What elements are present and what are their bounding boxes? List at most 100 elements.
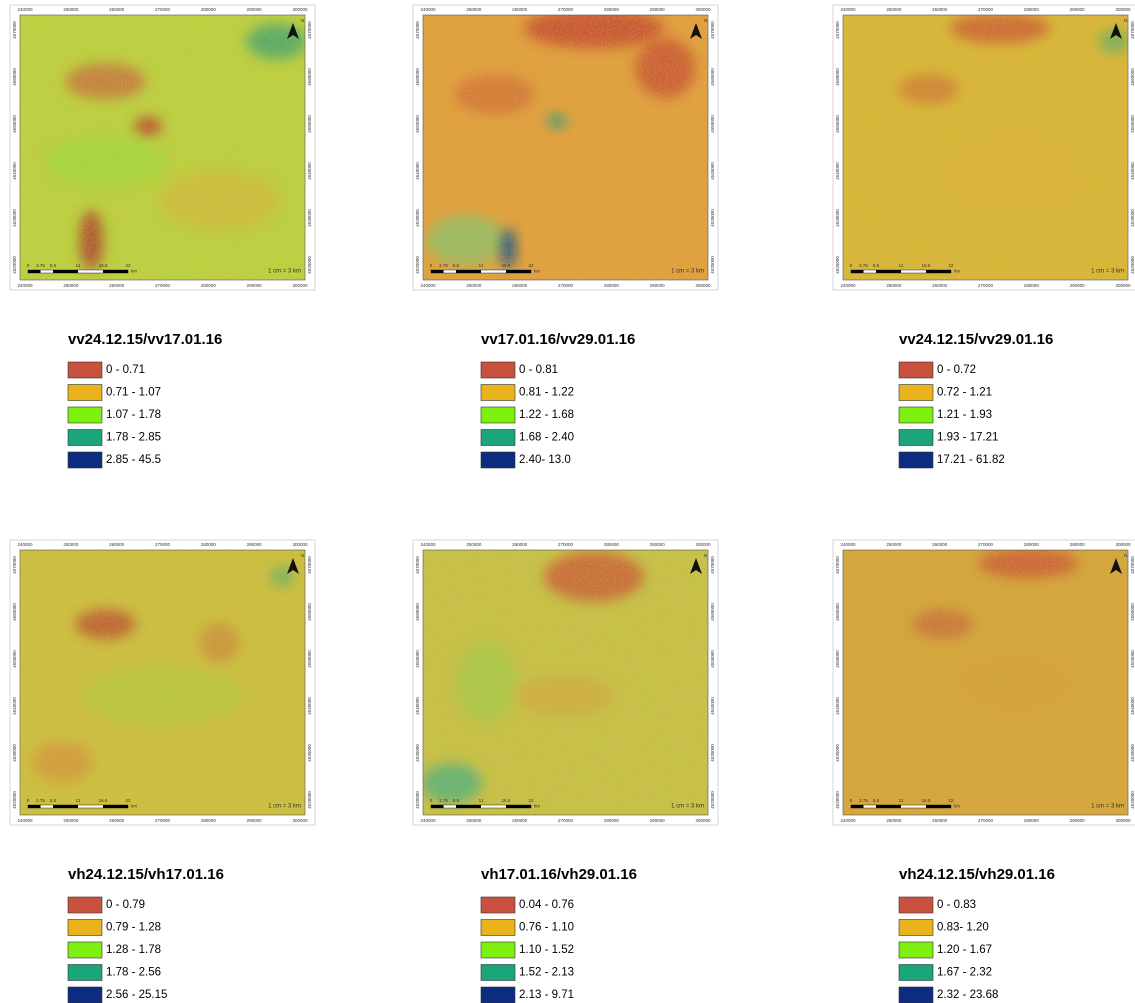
y-coord-label: 4520000 <box>1130 256 1135 274</box>
scale-text: 1 cm = 3 km <box>268 804 301 810</box>
y-coord-label: 4560000 <box>710 68 715 86</box>
scale-label: 2.75 <box>439 263 448 268</box>
scale-unit: km <box>534 269 540 274</box>
x-coord-label: 280000 <box>201 542 217 547</box>
legend-label: 1.20 - 1.67 <box>937 944 992 956</box>
y-coord-label: 4560000 <box>835 603 840 621</box>
y-coord-label: 4540000 <box>415 697 420 715</box>
x-coord-label: 290000 <box>650 283 666 288</box>
x-coord-label: 290000 <box>1070 283 1086 288</box>
scale-label: 5.5 <box>453 798 460 803</box>
x-coord-label: 260000 <box>932 7 948 12</box>
y-coord-label: 4540000 <box>1130 162 1135 180</box>
legend-label: 1.78 - 2.56 <box>106 967 161 979</box>
map-border <box>842 14 1129 281</box>
y-coord-label: 4570000 <box>835 21 840 39</box>
scale-label: 22 <box>948 798 954 803</box>
x-coord-label: 240000 <box>420 283 436 288</box>
legend-label: 1.78 - 2.85 <box>106 432 161 444</box>
scale-label: 0 <box>27 798 30 803</box>
x-coord-label: 260000 <box>512 7 528 12</box>
legend-label: 0.04 - 0.76 <box>519 899 574 911</box>
legend-swatch <box>898 896 934 914</box>
x-coord-label: 280000 <box>1024 7 1040 12</box>
scale-label: 0 <box>430 263 433 268</box>
legend-swatch <box>67 384 103 401</box>
legend-label: 1.10 - 1.52 <box>519 944 574 956</box>
y-coord-label: 4520000 <box>835 791 840 809</box>
y-coord-label: 4520000 <box>835 256 840 274</box>
y-coord-label: 4530000 <box>835 209 840 227</box>
scale-label: 11 <box>76 263 81 268</box>
y-coord-label: 4570000 <box>12 21 17 39</box>
scale-bar-seg <box>876 270 901 273</box>
x-coord-label: 300000 <box>695 542 711 547</box>
scale-bar-seg <box>28 805 41 808</box>
scale-label: 5.5 <box>453 263 460 268</box>
y-coord-label: 4550000 <box>307 115 312 133</box>
scale-label: 22 <box>528 263 534 268</box>
legend-title: vv24.12.15/vv17.01.16 <box>68 331 222 348</box>
scale-label: 22 <box>948 263 954 268</box>
y-coord-label: 4540000 <box>710 162 715 180</box>
x-coord-label: 270000 <box>155 818 171 823</box>
legend-swatch <box>480 919 516 936</box>
x-coord-label: 250000 <box>466 542 482 547</box>
map-border <box>842 549 1129 816</box>
x-coord-label: 260000 <box>512 542 528 547</box>
scale-unit: km <box>954 269 960 274</box>
y-coord-label: 4540000 <box>12 697 17 715</box>
x-coord-label: 300000 <box>292 542 308 547</box>
scale-bar-seg <box>431 805 444 808</box>
x-coord-label: 240000 <box>17 818 33 823</box>
x-coord-label: 260000 <box>932 542 948 547</box>
x-coord-label: 240000 <box>840 283 856 288</box>
y-coord-label: 4530000 <box>415 744 420 762</box>
scale-text: 1 cm = 3 km <box>1091 804 1124 810</box>
x-coord-label: 290000 <box>650 7 666 12</box>
x-coord-label: 300000 <box>1115 7 1131 12</box>
legend-label: 1.67 - 2.32 <box>937 967 992 979</box>
legend-label: 0.79 - 1.28 <box>106 922 161 934</box>
y-coord-label: 4520000 <box>710 791 715 809</box>
x-coord-label: 270000 <box>558 283 574 288</box>
x-coord-label: 300000 <box>292 283 308 288</box>
y-coord-label: 4520000 <box>415 256 420 274</box>
legend-swatch <box>480 406 516 424</box>
scale-label: 2.75 <box>859 798 868 803</box>
x-coord-label: 300000 <box>292 7 308 12</box>
y-coord-label: 4550000 <box>835 115 840 133</box>
legend-label: 0 - 0.81 <box>519 364 558 376</box>
y-coord-label: 4560000 <box>307 68 312 86</box>
y-coord-label: 4560000 <box>415 603 420 621</box>
x-coord-label: 250000 <box>466 283 482 288</box>
legend-swatch <box>67 451 103 469</box>
legend-label: 2.56 - 25.15 <box>106 989 167 1001</box>
y-coord-label: 4560000 <box>835 68 840 86</box>
legend-swatch <box>67 986 103 1003</box>
y-coord-label: 4570000 <box>835 556 840 574</box>
y-coord-label: 4520000 <box>1130 791 1135 809</box>
y-coord-label: 4560000 <box>12 603 17 621</box>
y-coord-label: 4570000 <box>1130 21 1135 39</box>
north-label: N <box>704 553 707 558</box>
scale-label: 2.75 <box>439 798 448 803</box>
y-coord-label: 4530000 <box>12 209 17 227</box>
legend-label: 1.93 - 17.21 <box>937 432 998 444</box>
map-raster <box>843 15 1128 280</box>
raster-grain <box>423 550 708 815</box>
legend-swatch <box>480 964 516 981</box>
map-panel: 240000 240000 250000 250000 260000 260000 2700… <box>412 4 719 469</box>
legend-swatch <box>67 429 103 446</box>
x-coord-label: 250000 <box>63 818 79 823</box>
y-coord-label: 4550000 <box>710 115 715 133</box>
y-coord-label: 4530000 <box>835 744 840 762</box>
north-arrow <box>690 23 702 39</box>
scale-bar-seg <box>851 270 864 273</box>
x-coord-label: 270000 <box>978 818 994 823</box>
x-coord-label: 300000 <box>1115 818 1131 823</box>
legend-label: 17.21 - 61.82 <box>937 454 1005 466</box>
scale-label: 11 <box>479 263 484 268</box>
scale-bar-seg <box>926 805 951 808</box>
map-panel: 240000 240000 250000 250000 260000 260000 2700… <box>412 539 719 1003</box>
